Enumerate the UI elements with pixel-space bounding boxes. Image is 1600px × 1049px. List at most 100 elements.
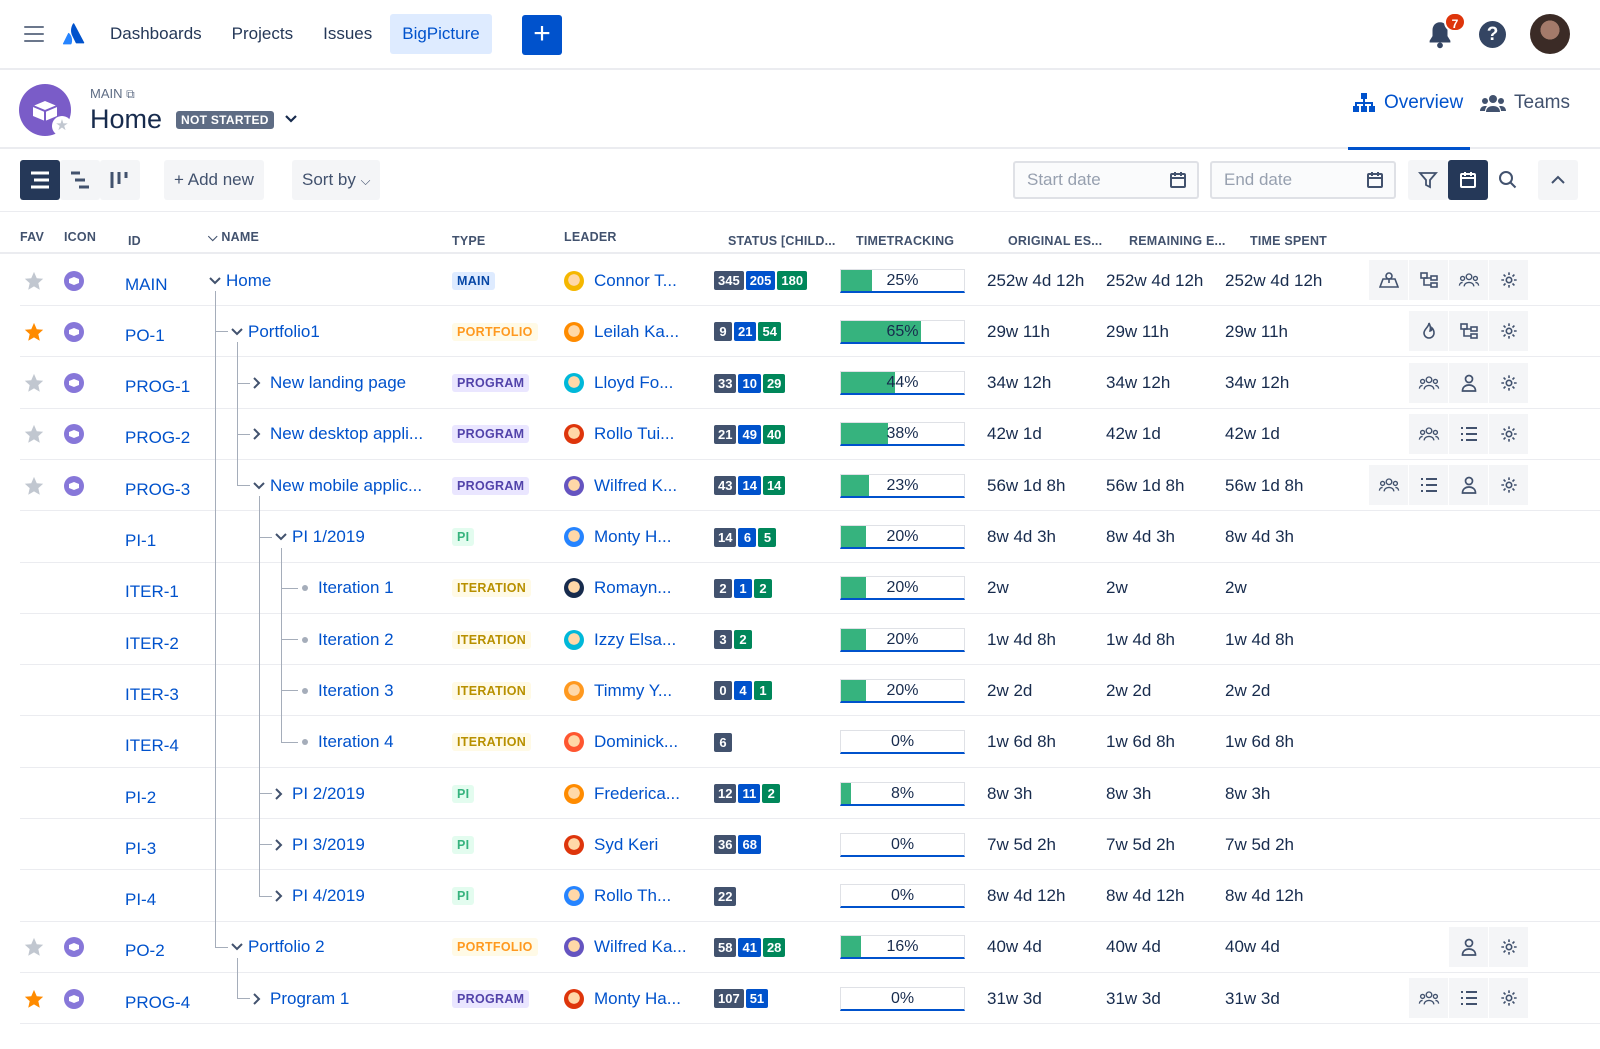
leader-cell[interactable]: Izzy Elsa...	[564, 614, 676, 665]
column-header-leader[interactable]: LEADER	[564, 230, 617, 244]
row-name-link[interactable]: New landing page	[270, 373, 407, 393]
end-date-input[interactable]: End date	[1210, 161, 1396, 199]
map-icon[interactable]	[1369, 260, 1409, 300]
row-id-link[interactable]: PROG-3	[125, 479, 191, 499]
row-name-link[interactable]: PI 4/2019	[292, 886, 365, 906]
row-name-link[interactable]: PI 1/2019	[292, 527, 365, 546]
favorite-star-icon[interactable]	[20, 922, 48, 973]
nav-issues[interactable]: Issues	[323, 24, 373, 43]
favorite-star-icon[interactable]	[20, 358, 48, 409]
leader-name[interactable]: Syd Keri	[594, 834, 659, 854]
row-name-link[interactable]: Portfolio 2	[248, 937, 325, 957]
tab-teams[interactable]: Teams	[1480, 92, 1570, 114]
leader-cell[interactable]: Connor T...	[564, 255, 677, 306]
row-name-link[interactable]: New mobile applic...	[270, 475, 423, 495]
leader-name[interactable]: Lloyd Fo...	[594, 373, 674, 393]
chevron-down-icon[interactable]	[230, 306, 246, 357]
calendar-icon[interactable]	[1366, 171, 1384, 189]
row-name-link[interactable]: PI 2/2019	[292, 783, 365, 803]
leader-cell[interactable]: Rollo Tui...	[564, 409, 674, 460]
person-icon[interactable]	[1449, 926, 1489, 967]
row-id-link[interactable]: MAIN	[125, 274, 168, 294]
menu-icon[interactable]	[24, 24, 44, 44]
gear-icon[interactable]	[1489, 465, 1529, 506]
leader-name[interactable]: Frederica...	[594, 783, 680, 803]
row-name-link[interactable]: Iteration 1	[318, 578, 394, 598]
row-name-link[interactable]: PI 3/2019	[292, 834, 365, 854]
table-row[interactable]: PROG-2 New desktop appli... PROGRAM Rollo T…	[20, 409, 1600, 460]
chevron-down-icon[interactable]	[274, 512, 290, 563]
row-name-link[interactable]: New desktop appli...	[270, 424, 424, 444]
table-row[interactable]: PROG-3 New mobile applic... PROGRAM Wilfred…	[20, 460, 1600, 512]
gear-icon[interactable]	[1489, 978, 1529, 1019]
table-row[interactable]: PROG-4 Program 1 PROGRAM Monty Ha... 107 51 0%…	[20, 973, 1600, 1025]
row-id-link[interactable]: PO-2	[125, 941, 165, 961]
chevron-right-icon[interactable]	[274, 819, 290, 870]
row-name-link[interactable]: Iteration 3	[318, 680, 394, 700]
leader-cell[interactable]: Dominick...	[564, 717, 678, 768]
chevron-down-icon[interactable]	[208, 255, 224, 306]
nav-projects[interactable]: Projects	[231, 24, 294, 43]
table-row[interactable]: ITER-3 Iteration 3 ITERATION Timmy Y... 0 4 1 2…	[20, 665, 1600, 717]
leader-name[interactable]: Monty H...	[594, 527, 672, 546]
search-button[interactable]	[1488, 160, 1528, 200]
table-row[interactable]: PI-4 PI 4/2019 PI Rollo Th... 22 0% 8w 4d 12h 8…	[20, 871, 1600, 922]
gear-icon[interactable]	[1489, 311, 1529, 352]
column-header-icon[interactable]: ICON	[64, 230, 97, 244]
row-id-link[interactable]: PO-1	[125, 325, 165, 345]
table-row[interactable]: MAIN Home MAIN Connor T... 345 205 180 25% 252w …	[20, 255, 1600, 306]
leader-cell[interactable]: Frederica...	[564, 768, 680, 819]
row-id-link[interactable]: ITER-4	[125, 736, 179, 756]
copy-icon[interactable]: ⧉	[126, 87, 135, 101]
row-id-link[interactable]: PI-4	[125, 890, 157, 910]
leader-name[interactable]: Rollo Th...	[594, 886, 672, 906]
chevron-down-icon[interactable]	[284, 114, 298, 124]
favorite-star-icon[interactable]	[20, 306, 48, 357]
team-icon[interactable]	[1409, 413, 1449, 454]
favorite-star-icon[interactable]	[20, 460, 48, 511]
fire-icon[interactable]	[1409, 311, 1449, 352]
add-new-button[interactable]: + Add new	[164, 160, 264, 200]
column-header-id[interactable]: ID	[128, 234, 141, 248]
column-header-timetracking[interactable]: TIMETRACKING	[856, 234, 955, 248]
table-row[interactable]: PI-1 PI 1/2019 PI Monty H... 14 6 5 20% 8w 4d 3h…	[20, 512, 1600, 563]
table-row[interactable]: PI-3 PI 3/2019 PI Syd Keri 36 68 0% 7w 5d 2h 7w …	[20, 819, 1600, 871]
list-view-button[interactable]	[20, 160, 60, 200]
row-name-link[interactable]: Iteration 2	[318, 629, 394, 649]
chevron-right-icon[interactable]	[252, 358, 268, 409]
favorite-star-icon[interactable]	[20, 255, 48, 306]
person-icon[interactable]	[1449, 362, 1489, 403]
board-view-button[interactable]	[100, 160, 140, 200]
column-header-status[interactable]: STATUS [CHILD...	[728, 234, 836, 248]
row-name-link[interactable]: Home	[226, 270, 272, 290]
calendar-toggle-button[interactable]	[1448, 160, 1488, 200]
leader-name[interactable]: Romayn...	[594, 578, 672, 598]
row-id-link[interactable]: ITER-1	[125, 582, 179, 602]
chevron-right-icon[interactable]	[252, 409, 268, 460]
column-header-time-spent[interactable]: TIME SPENT	[1250, 234, 1328, 248]
list-icon[interactable]	[1409, 465, 1449, 506]
row-id-link[interactable]: ITER-2	[125, 633, 179, 653]
gear-icon[interactable]	[1489, 362, 1529, 403]
leader-cell[interactable]: Romayn...	[564, 563, 671, 614]
table-row[interactable]: ITER-2 Iteration 2 ITERATION Izzy Elsa... 3 2…	[20, 614, 1600, 666]
team-icon[interactable]	[1409, 362, 1449, 403]
table-row[interactable]: ITER-4 Iteration 4 ITERATION Dominick... 6 0%…	[20, 717, 1600, 768]
chevron-down-icon[interactable]: ⌵	[208, 230, 218, 244]
nav-dashboards[interactable]: Dashboards	[110, 24, 202, 43]
column-header-type[interactable]: TYPE	[452, 234, 486, 248]
leader-name[interactable]: Timmy Y...	[594, 680, 673, 700]
create-button[interactable]: +	[522, 15, 562, 55]
chevron-down-icon[interactable]	[252, 460, 268, 511]
gear-icon[interactable]	[1489, 260, 1529, 300]
chevron-down-icon[interactable]	[230, 922, 246, 973]
filter-button[interactable]	[1408, 160, 1448, 200]
favorite-star-icon[interactable]	[20, 409, 48, 460]
leader-name[interactable]: Leilah Ka...	[594, 321, 680, 341]
leader-cell[interactable]: Rollo Th...	[564, 871, 671, 922]
leader-cell[interactable]: Timmy Y...	[564, 665, 672, 716]
gear-icon[interactable]	[1489, 926, 1529, 967]
list-icon[interactable]	[1449, 978, 1489, 1019]
leader-name[interactable]: Wilfred Ka...	[594, 937, 687, 957]
leader-name[interactable]: Monty Ha...	[594, 988, 681, 1008]
